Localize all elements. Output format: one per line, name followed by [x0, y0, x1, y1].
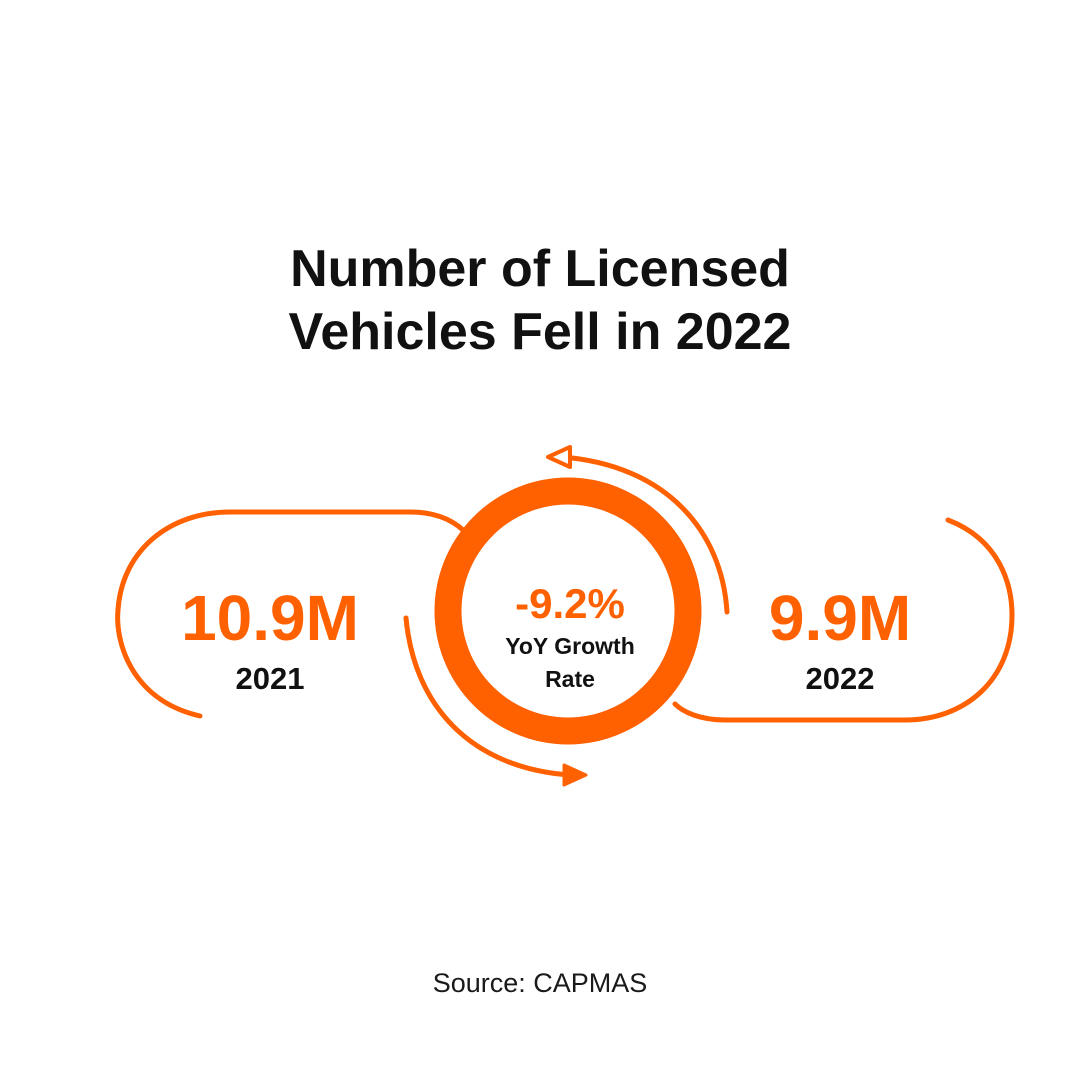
growth-rate-label: YoY Growth Rate: [505, 633, 635, 692]
stat-2022-value: 9.9M: [768, 582, 912, 654]
title-line-2: Vehicles Fell in 2022: [288, 303, 792, 361]
arrow-left-icon: [546, 445, 572, 469]
stat-2021-year: 2021: [235, 661, 305, 696]
bottom-arc: [403, 615, 573, 778]
title-line-1: Number of Licensed: [290, 240, 790, 298]
top-arc: [559, 454, 730, 615]
stat-2021: 10.9M 2021: [150, 583, 390, 697]
arrow-right-icon: [562, 763, 588, 787]
source-text: Source: CAPMAS: [432, 968, 648, 998]
stat-2022: 9.9M 2022: [730, 583, 950, 697]
center-ring: [434, 477, 702, 745]
right-loop: [672, 517, 1015, 723]
growth-rate-value: -9.2%: [515, 580, 625, 627]
stat-2022-year: 2022: [805, 661, 875, 696]
page-title: Number of Licensed Vehicles Fell in 2022: [0, 238, 1080, 364]
stat-2021-value: 10.9M: [181, 582, 359, 654]
left-loop: [115, 509, 466, 719]
growth-rate: -9.2% YoY Growth Rate: [460, 580, 680, 696]
